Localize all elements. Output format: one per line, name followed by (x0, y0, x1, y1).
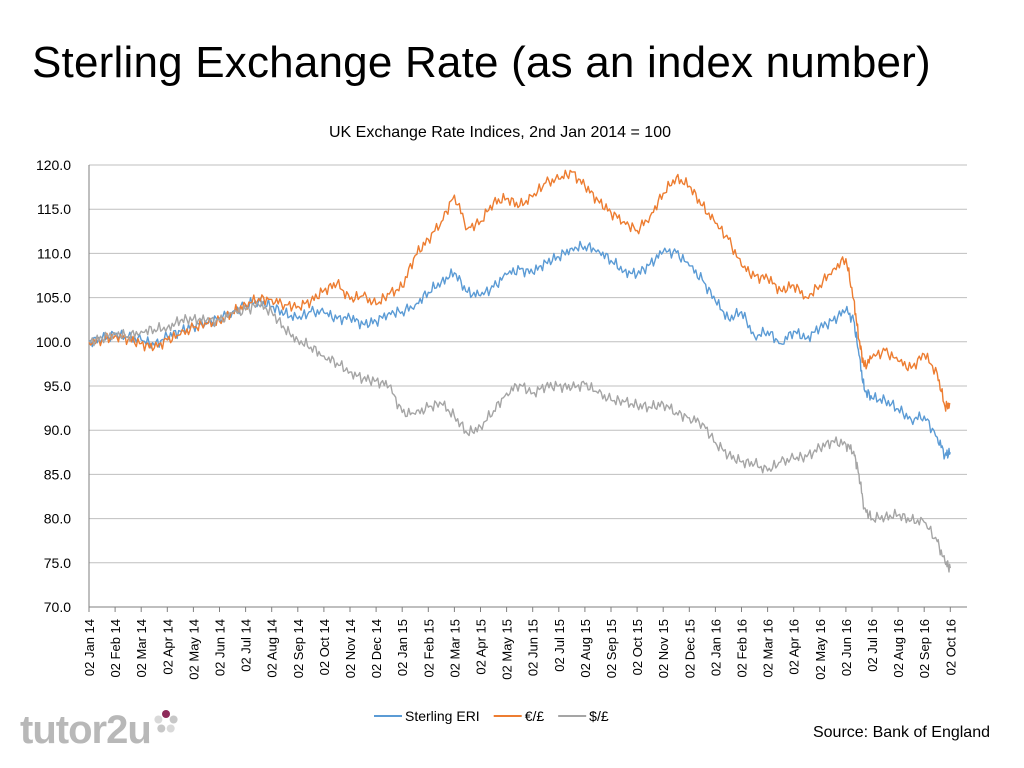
y-tick-label: 70.0 (44, 599, 71, 615)
y-tick-label: 115.0 (37, 201, 71, 217)
y-tick-label: 90.0 (44, 422, 71, 438)
x-tick-label: 02 Jun 14 (213, 619, 228, 676)
x-tick-label: 02 May 15 (500, 619, 515, 680)
x-tick-label: 02 Sep 14 (291, 619, 306, 678)
x-tick-label: 02 Jul 15 (552, 619, 567, 672)
logo-text: tutor2u (20, 708, 152, 752)
series-line-0 (88, 240, 951, 460)
series-line-1 (88, 169, 951, 412)
x-tick-label: 02 Sep 16 (917, 619, 932, 678)
series-line-2 (88, 300, 951, 573)
slide-title: Sterling Exchange Rate (as an index numb… (32, 38, 931, 87)
x-axis: 02 Jan 14 02 Feb 14 02 Mar 14 02 Apr 14 02 M… (82, 607, 958, 680)
source-note: Source: Bank of England (812, 724, 990, 741)
y-tick-label: 100.0 (36, 334, 71, 350)
x-tick-label: 02 Sep 15 (604, 619, 619, 678)
x-tick-label: 02 May 16 (813, 619, 828, 680)
x-tick-label: 02 Apr 15 (474, 619, 489, 675)
x-tick-label: 02 Feb 15 (421, 619, 436, 678)
tutor2u-logo: tutor2u (20, 708, 179, 753)
y-tick-label: 85.0 (44, 466, 71, 482)
legend-label: Sterling ERI (405, 708, 480, 724)
x-tick-label: 02 Dec 15 (682, 619, 697, 678)
y-tick-label: 80.0 (44, 511, 71, 527)
x-tick-label: 02 May 14 (186, 619, 201, 680)
x-tick-label: 02 Jan 16 (708, 619, 723, 676)
chart-title: UK Exchange Rate Indices, 2nd Jan 2014 =… (329, 124, 671, 141)
gridlines (89, 164, 967, 608)
x-tick-label: 02 Apr 14 (160, 619, 175, 675)
x-tick-label: 02 Dec 14 (369, 619, 384, 678)
x-tick-label: 02 Mar 14 (134, 619, 149, 678)
x-tick-label: 02 Mar 16 (761, 619, 776, 678)
x-tick-label: 02 Jan 14 (82, 619, 97, 676)
y-tick-label: 110.0 (37, 245, 71, 261)
x-tick-label: 02 Jan 15 (395, 619, 410, 676)
y-axis: 70.0 75.0 80.0 85.0 90.0 95.0 100.0 105.0 110.0 1… (36, 157, 90, 615)
legend-label: $/£ (589, 708, 609, 724)
y-tick-label: 105.0 (36, 290, 71, 306)
x-tick-label: 02 Mar 15 (447, 619, 462, 678)
y-tick-label: 120.0 (36, 157, 71, 173)
x-tick-label: 02 Jun 16 (839, 619, 854, 676)
x-tick-label: 02 Oct 14 (317, 619, 332, 675)
x-tick-label: 02 Aug 15 (578, 619, 593, 678)
x-tick-label: 02 Jul 14 (239, 619, 254, 672)
legend: Sterling ERI €/£ $/£ (374, 708, 609, 724)
x-tick-label: 02 Aug 14 (265, 619, 280, 678)
x-tick-label: 02 Jun 15 (526, 619, 541, 676)
y-tick-label: 75.0 (44, 555, 71, 571)
x-tick-label: 02 Nov 15 (656, 619, 671, 678)
x-tick-label: 02 Feb 14 (108, 619, 123, 678)
x-tick-label: 02 Jul 16 (865, 619, 880, 672)
flower-icon (154, 709, 178, 732)
x-tick-label: 02 Apr 16 (787, 619, 802, 675)
x-tick-label: 02 Oct 15 (630, 619, 645, 675)
y-tick-label: 95.0 (44, 378, 71, 394)
series-lines (88, 169, 951, 573)
x-tick-label: 02 Nov 14 (343, 619, 358, 678)
legend-label: €/£ (525, 708, 545, 724)
x-tick-label: 02 Aug 16 (891, 619, 906, 678)
x-tick-label: 02 Feb 16 (735, 619, 750, 678)
x-tick-label: 02 Oct 16 (943, 619, 958, 675)
